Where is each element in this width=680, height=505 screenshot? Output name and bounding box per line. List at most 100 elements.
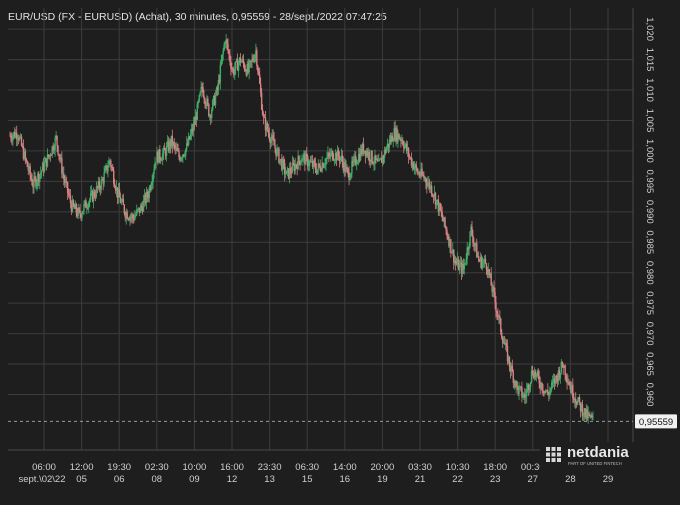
- candle-body: [138, 207, 140, 210]
- candle-body: [423, 175, 425, 179]
- candle-body: [441, 212, 443, 219]
- candle-body: [128, 218, 130, 221]
- candle-body: [82, 211, 84, 214]
- candle-body: [206, 98, 208, 106]
- x-tick-time: 18:00: [483, 462, 507, 473]
- candle-body: [34, 176, 36, 179]
- candle-body: [502, 342, 505, 344]
- candle-body: [484, 258, 487, 264]
- candle-body: [477, 256, 479, 258]
- candle-body: [297, 156, 299, 170]
- candle-body: [230, 61, 232, 69]
- candle-body: [216, 87, 219, 90]
- candle-body: [454, 260, 457, 264]
- candle-body: [427, 183, 429, 187]
- candle-body: [151, 181, 153, 186]
- candle-body: [577, 397, 580, 401]
- candle-body: [43, 162, 46, 172]
- candle-body: [221, 54, 223, 62]
- candle-body: [397, 133, 399, 142]
- candle-body: [150, 185, 152, 190]
- candle-body: [84, 200, 86, 205]
- candle-body: [525, 396, 527, 398]
- candle-body: [271, 135, 273, 140]
- candle-body: [191, 128, 194, 132]
- candle-body: [440, 209, 442, 213]
- candle-body: [511, 365, 514, 372]
- candle-body: [335, 152, 338, 161]
- candle-body: [431, 194, 434, 196]
- candle-body: [534, 371, 537, 377]
- candle-body: [283, 162, 286, 175]
- candle-body: [47, 154, 50, 158]
- candle-body: [586, 409, 588, 419]
- candle-body: [317, 163, 320, 170]
- candle-body: [181, 158, 183, 159]
- candle-body: [371, 150, 373, 163]
- candle-body: [398, 133, 400, 140]
- candle-body: [158, 149, 160, 163]
- candle-body: [242, 59, 245, 64]
- candle-body: [400, 138, 402, 142]
- candle-body: [318, 163, 320, 166]
- candle-body: [383, 149, 386, 158]
- candle-body: [282, 159, 284, 170]
- candle-body: [51, 146, 53, 156]
- candle-body: [203, 95, 205, 99]
- logo-cube-cell: [546, 458, 550, 462]
- candle-body: [254, 55, 256, 62]
- candle-body: [25, 158, 28, 162]
- candle-body: [409, 157, 412, 158]
- candle-body: [554, 375, 557, 384]
- candle-body: [162, 153, 164, 161]
- candle-body: [490, 273, 492, 286]
- candle-body: [66, 182, 69, 193]
- candle-body: [474, 243, 476, 246]
- candle-body: [382, 155, 385, 158]
- candle-body: [568, 382, 570, 386]
- candle-body: [53, 149, 55, 151]
- candle-body: [87, 207, 89, 209]
- candle-body: [57, 145, 59, 155]
- candle-body: [345, 167, 347, 172]
- candle-body: [19, 136, 22, 138]
- candle-body: [353, 158, 355, 163]
- candle-body: [331, 151, 333, 153]
- candle-body: [581, 404, 584, 417]
- x-tick-time: 10:00: [183, 462, 207, 473]
- candle-body: [510, 365, 513, 372]
- candle-body: [227, 44, 229, 51]
- candle-body: [176, 147, 178, 151]
- candle-body: [22, 146, 25, 159]
- candle-body: [77, 208, 79, 217]
- x-tick-date: 19: [377, 474, 388, 485]
- candle-body: [65, 181, 68, 183]
- candle-body: [493, 286, 495, 293]
- candle-body: [234, 69, 236, 75]
- candle-body: [526, 389, 528, 397]
- candle-body: [332, 159, 335, 161]
- candle-body: [226, 39, 228, 45]
- candle-body: [225, 39, 227, 44]
- candle-body: [326, 157, 328, 160]
- candle-body: [489, 273, 491, 276]
- candle-body: [406, 148, 409, 151]
- candle-body: [340, 155, 343, 158]
- logo-cube-cell: [557, 447, 561, 451]
- y-tick-label: 0,975: [644, 291, 655, 315]
- candle-body: [101, 179, 103, 181]
- x-tick-date: 16: [340, 474, 351, 485]
- candle-body: [508, 356, 511, 367]
- candle-body: [458, 263, 461, 270]
- candle-body: [40, 170, 43, 173]
- candle-body: [148, 187, 150, 198]
- candle-body: [585, 409, 587, 418]
- candle-body: [469, 231, 471, 247]
- candle-body: [562, 366, 564, 368]
- candle-body: [448, 238, 450, 247]
- candle-body: [24, 151, 27, 159]
- candle-body: [209, 115, 211, 117]
- candle-body: [73, 205, 76, 209]
